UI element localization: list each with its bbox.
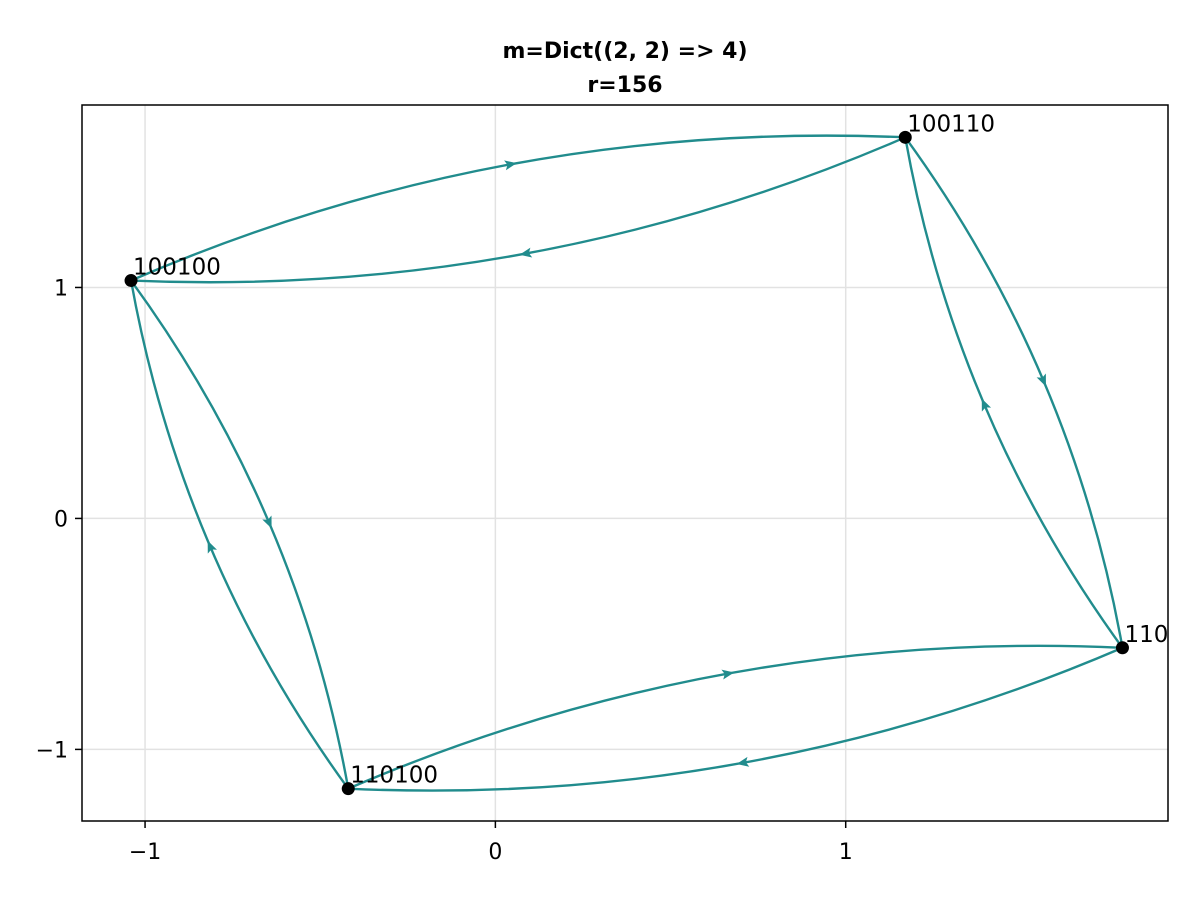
edge-110100-to-100100 bbox=[129, 280, 350, 790]
plot-frame bbox=[81, 104, 1169, 822]
edge-arrow-100100-to-100110 bbox=[504, 160, 517, 171]
node-110100 bbox=[341, 782, 355, 796]
edge-arrow-110-to-110100 bbox=[736, 756, 750, 767]
edge-arrow-110100-to-100100 bbox=[207, 540, 217, 554]
y-tick-label: 0 bbox=[54, 507, 68, 532]
edge-arrow-100100-to-110100 bbox=[262, 515, 272, 529]
nodes bbox=[124, 130, 1129, 796]
edge-100100-to-100110 bbox=[130, 134, 906, 282]
x-tick-label: −1 bbox=[129, 840, 161, 865]
y-tick-label: −1 bbox=[36, 738, 68, 763]
node-label-100110: 100110 bbox=[907, 111, 995, 137]
edge-100100-to-110100 bbox=[130, 279, 350, 789]
edge-110100-to-110 bbox=[347, 644, 1123, 790]
node-100110 bbox=[898, 130, 912, 144]
edge-110-to-110100 bbox=[348, 646, 1123, 792]
edges bbox=[129, 134, 1124, 792]
node-label-110100: 110100 bbox=[350, 763, 438, 789]
title-line-1: m=Dict((2, 2) => 4) bbox=[502, 39, 747, 64]
node-label-100100: 100100 bbox=[133, 255, 221, 281]
edge-110-to-100110 bbox=[904, 137, 1124, 649]
edge-arrow-110-to-100110 bbox=[981, 398, 992, 412]
node-100100 bbox=[124, 274, 138, 288]
edge-arrow-100110-to-110 bbox=[1036, 373, 1046, 387]
edge-arrow-100110-to-100100 bbox=[519, 247, 533, 258]
x-tick-label: 1 bbox=[839, 840, 853, 865]
edge-100110-to-110 bbox=[904, 136, 1124, 648]
node-110 bbox=[1115, 641, 1129, 655]
axis-ticks: −1 0 1 −1 0 1 bbox=[36, 276, 853, 865]
node-label-110: 110 bbox=[1124, 622, 1168, 648]
y-tick-label: 1 bbox=[54, 276, 68, 301]
edge-arrow-110100-to-110 bbox=[721, 669, 735, 680]
node-labels: 100100 100110 110 110100 bbox=[133, 111, 1168, 788]
grid-lines bbox=[82, 105, 1168, 821]
title-line-2: r=156 bbox=[587, 73, 662, 98]
x-tick-label: 0 bbox=[488, 840, 502, 865]
edge-100110-to-100100 bbox=[130, 136, 906, 284]
